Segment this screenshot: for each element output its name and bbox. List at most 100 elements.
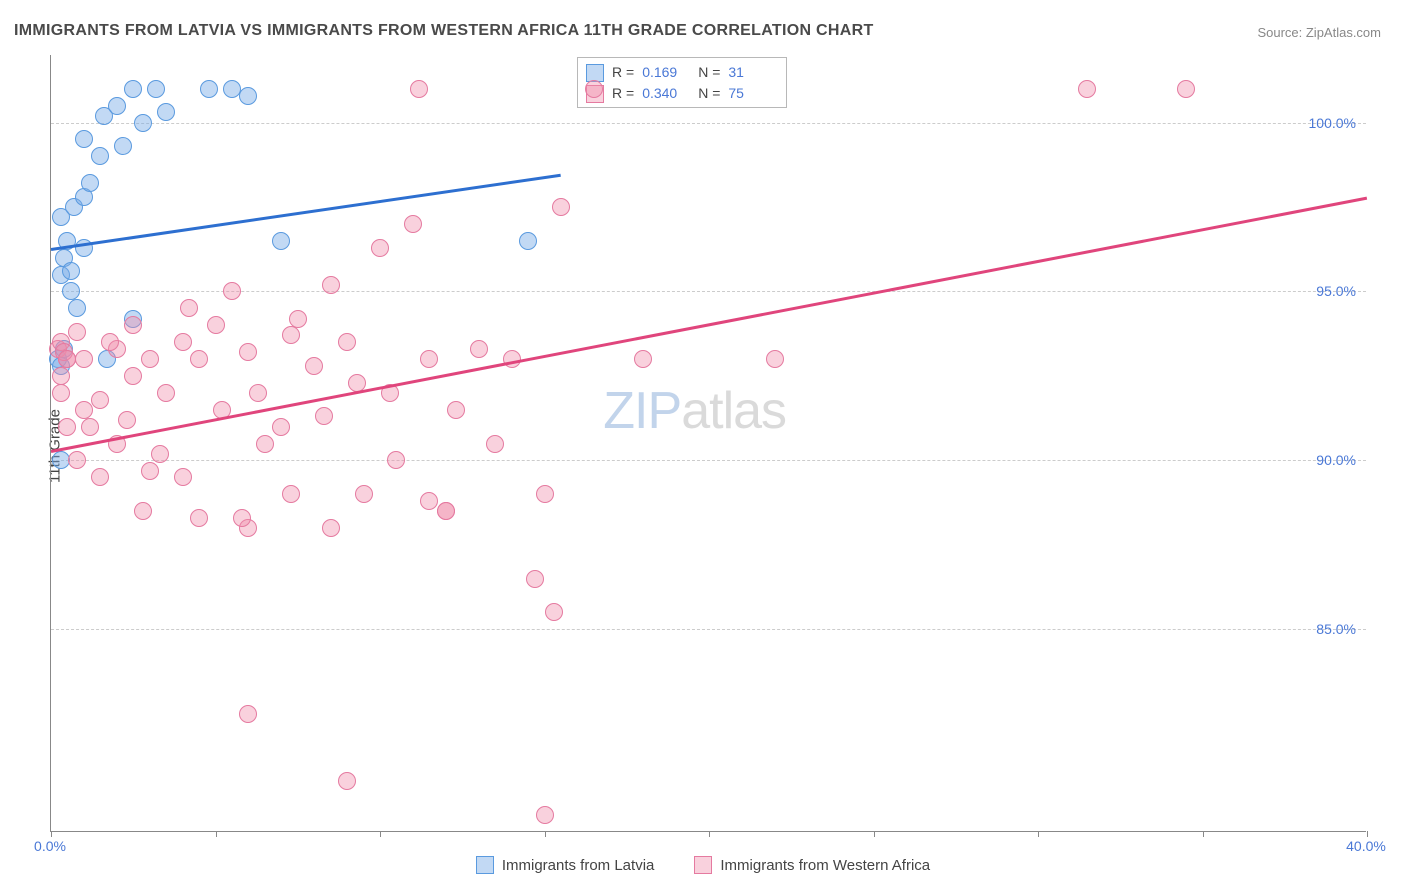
data-point	[282, 326, 300, 344]
source-link[interactable]: ZipAtlas.com	[1306, 25, 1381, 40]
data-point	[249, 384, 267, 402]
data-point	[447, 401, 465, 419]
data-point	[536, 485, 554, 503]
data-point	[233, 509, 251, 527]
data-point	[58, 418, 76, 436]
data-point	[68, 451, 86, 469]
x-tick	[1038, 831, 1039, 837]
legend-label: Immigrants from Western Africa	[720, 857, 930, 874]
data-point	[75, 130, 93, 148]
r-value: 0.340	[642, 83, 690, 104]
data-point	[223, 80, 241, 98]
data-point	[536, 806, 554, 824]
x-tick	[1203, 831, 1204, 837]
data-point	[355, 485, 373, 503]
data-point	[437, 502, 455, 520]
stats-row: R = 0.340 N = 75	[586, 83, 776, 104]
data-point	[1177, 80, 1195, 98]
data-point	[545, 603, 563, 621]
data-point	[239, 705, 257, 723]
data-point	[371, 239, 389, 257]
y-tick-label: 85.0%	[1316, 621, 1356, 637]
data-point	[282, 485, 300, 503]
data-point	[81, 418, 99, 436]
legend-swatch	[586, 64, 604, 82]
n-value: 31	[728, 62, 776, 83]
data-point	[486, 435, 504, 453]
x-tick	[380, 831, 381, 837]
data-point	[68, 323, 86, 341]
data-point	[134, 114, 152, 132]
plot-area: ZIPatlas R =0.169N =31R =0.340N =75 85.0…	[50, 55, 1366, 832]
gridline	[51, 123, 1366, 124]
data-point	[58, 350, 76, 368]
data-point	[305, 357, 323, 375]
data-point	[190, 350, 208, 368]
data-point	[322, 519, 340, 537]
data-point	[52, 451, 70, 469]
data-point	[147, 80, 165, 98]
data-point	[200, 80, 218, 98]
gridline	[51, 629, 1366, 630]
r-label: R =	[612, 62, 634, 83]
data-point	[387, 451, 405, 469]
data-point	[157, 103, 175, 121]
data-point	[124, 316, 142, 334]
data-point	[207, 316, 225, 334]
data-point	[62, 282, 80, 300]
data-point	[68, 299, 86, 317]
data-point	[174, 333, 192, 351]
data-point	[239, 87, 257, 105]
stats-box: R =0.169N =31R =0.340N =75	[577, 57, 787, 108]
data-point	[134, 502, 152, 520]
data-point	[101, 333, 119, 351]
data-point	[91, 391, 109, 409]
data-point	[141, 462, 159, 480]
n-label: N =	[698, 62, 720, 83]
y-tick-label: 90.0%	[1316, 452, 1356, 468]
n-value: 75	[728, 83, 776, 104]
data-point	[272, 232, 290, 250]
x-tick-label: 40.0%	[1346, 838, 1386, 854]
data-point	[108, 97, 126, 115]
data-point	[118, 411, 136, 429]
r-label: R =	[612, 83, 634, 104]
watermark: ZIPatlas	[603, 381, 786, 441]
data-point	[124, 367, 142, 385]
data-point	[114, 137, 132, 155]
data-point	[223, 282, 241, 300]
stats-row: R =0.169N =31	[586, 62, 776, 83]
x-tick	[709, 831, 710, 837]
legend-item[interactable]: Immigrants from Latvia	[476, 856, 655, 874]
data-point	[141, 350, 159, 368]
data-point	[174, 468, 192, 486]
source-prefix: Source:	[1257, 25, 1305, 40]
watermark-atlas: atlas	[681, 382, 786, 440]
data-point	[552, 198, 570, 216]
watermark-zip: ZIP	[603, 382, 681, 440]
chart-container: IMMIGRANTS FROM LATVIA VS IMMIGRANTS FRO…	[0, 0, 1406, 892]
data-point	[519, 232, 537, 250]
data-point	[1078, 80, 1096, 98]
x-tick	[216, 831, 217, 837]
data-point	[338, 333, 356, 351]
n-label: N =	[698, 83, 720, 104]
data-point	[404, 215, 422, 233]
data-point	[62, 262, 80, 280]
legend-label: Immigrants from Latvia	[502, 857, 655, 874]
data-point	[91, 468, 109, 486]
data-point	[338, 772, 356, 790]
x-tick	[1367, 831, 1368, 837]
data-point	[81, 174, 99, 192]
data-point	[766, 350, 784, 368]
data-point	[52, 384, 70, 402]
data-point	[256, 435, 274, 453]
legend-item[interactable]: Immigrants from Western Africa	[694, 856, 930, 874]
data-point	[420, 492, 438, 510]
data-point	[634, 350, 652, 368]
data-point	[180, 299, 198, 317]
x-tick-label: 0.0%	[34, 838, 66, 854]
data-point	[470, 340, 488, 358]
data-point	[151, 445, 169, 463]
data-point	[272, 418, 290, 436]
